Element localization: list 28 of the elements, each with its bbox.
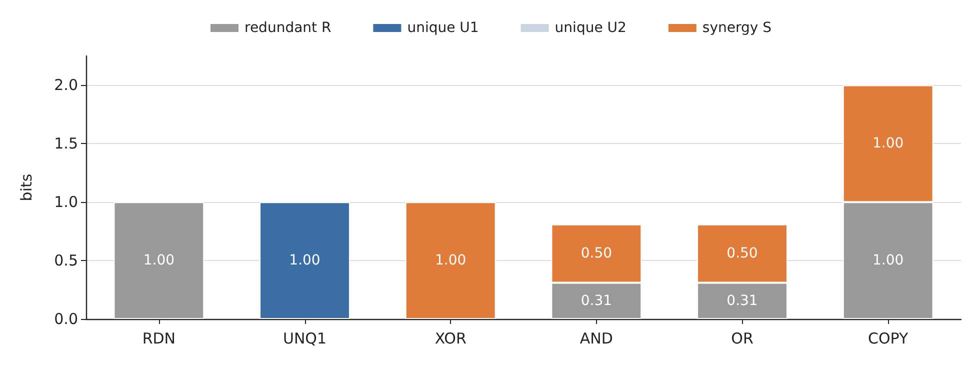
data-label: 1.00: [434, 252, 466, 269]
data-label: 0.50: [726, 246, 758, 262]
data-label: 0.50: [580, 246, 612, 262]
bar: [260, 202, 350, 319]
data-label: 0.31: [726, 292, 758, 309]
data-label: 1.00: [872, 136, 904, 152]
x-tick-label: RDN: [142, 330, 176, 348]
y-axis-title: bits: [18, 174, 36, 202]
x-tick-label: UNQ1: [282, 330, 327, 348]
legend-label: redundant R: [244, 20, 332, 36]
x-tick-label: COPY: [868, 330, 909, 348]
legend-label: unique U2: [554, 20, 626, 36]
y-tick-label: 0.0: [54, 310, 78, 328]
bar: [114, 202, 204, 319]
x-tick-label: XOR: [434, 330, 466, 348]
legend-label: synergy S: [702, 20, 772, 36]
legend-label: unique U1: [407, 20, 479, 36]
y-tick-label: 2.0: [54, 76, 78, 94]
x-tick-label: OR: [731, 330, 754, 348]
y-tick-label: 0.5: [54, 252, 78, 270]
x-tick-label: AND: [580, 330, 613, 348]
y-tick-label: 1.5: [54, 134, 78, 153]
data-label: 1.00: [289, 252, 320, 269]
data-label: 0.31: [580, 292, 612, 309]
y-tick-label: 1.0: [54, 193, 78, 212]
data-label: 1.00: [143, 252, 175, 269]
bar: [405, 202, 496, 319]
data-label: 1.00: [872, 252, 904, 269]
